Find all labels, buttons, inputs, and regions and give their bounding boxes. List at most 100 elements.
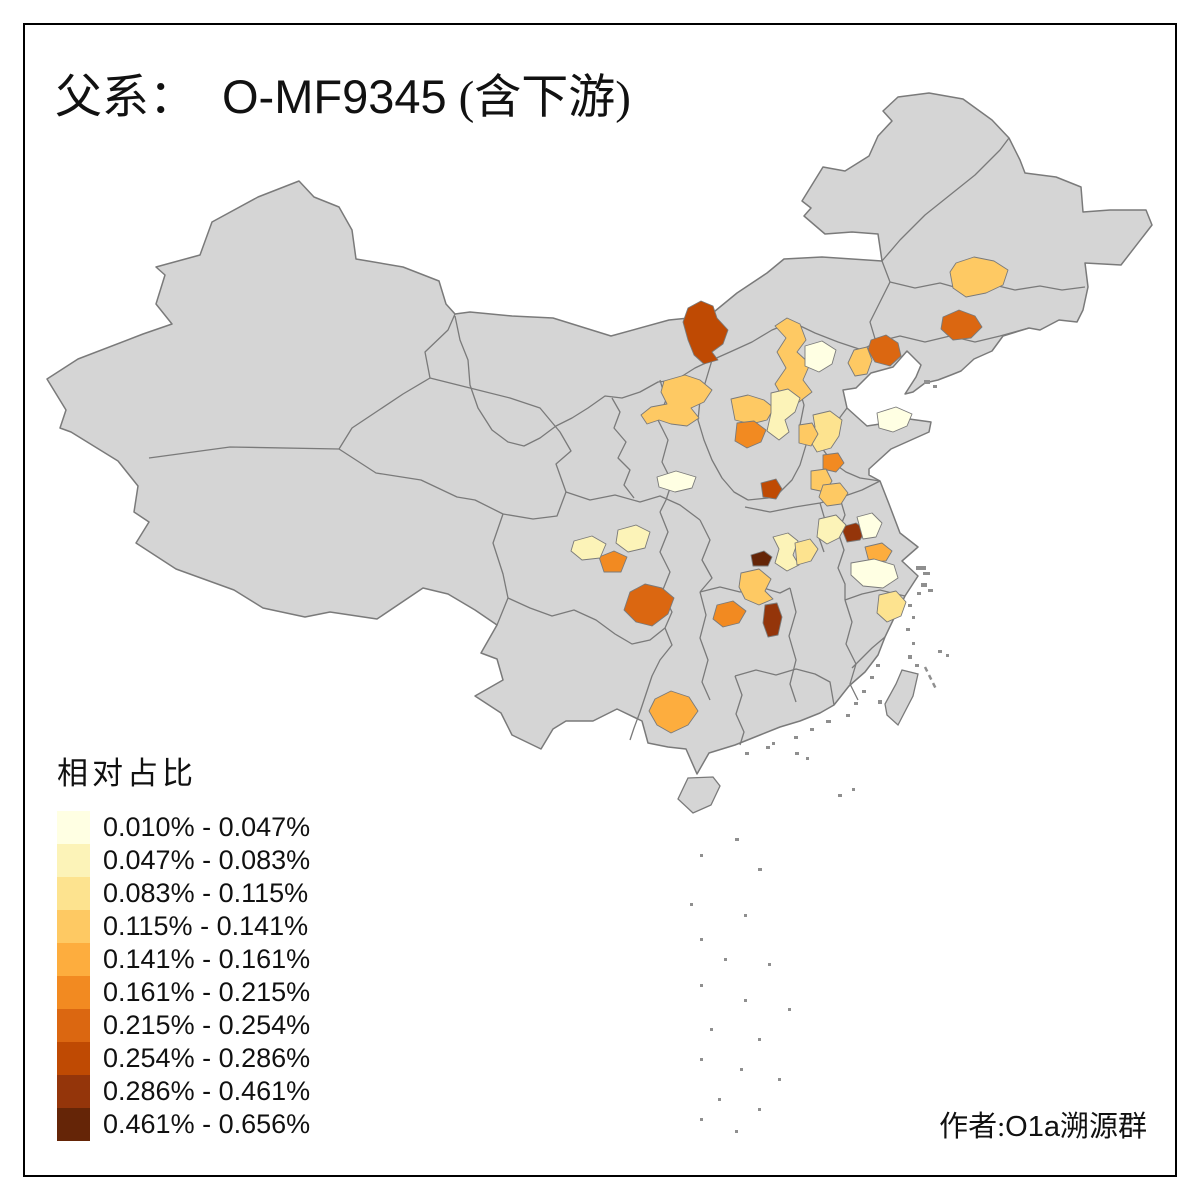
province-border-line [629,627,673,741]
islet-speck [923,572,930,575]
islet-speck [908,604,912,607]
attribution: 作者:O1a溯源群 [939,1103,1147,1145]
legend-range-label: 0.141% - 0.161% [103,944,311,974]
islet-speck [745,752,749,755]
legend-swatch [57,1042,90,1075]
legend-range-label: 0.215% - 0.254% [103,1010,311,1040]
islet-speck [772,742,775,745]
legend-row: 0.254% - 0.286% [57,1042,310,1075]
legend-row: 0.115% - 0.141% [57,910,310,943]
region-zhejiang-jinhua [876,590,907,623]
legend-row: 0.286% - 0.461% [57,1075,310,1108]
islet-speck [758,868,762,871]
region-anhui-chuzhou [816,514,847,545]
islet-speck [928,589,933,592]
islet-speck [916,566,926,570]
legend-swatch [57,1075,90,1108]
region-guizhou-zunyi [623,583,675,627]
attribution-group-cn: 溯源群 [1059,1111,1147,1143]
legend-row: 0.215% - 0.254% [57,1009,310,1042]
legend-range-label: 0.115% - 0.141% [103,911,309,941]
province-border-line [699,519,713,593]
legend-swatch [57,844,90,877]
islet-speck [906,628,910,631]
legend-swatch [57,1009,90,1042]
legend-rows: 0.010% - 0.047% 0.047% - 0.083% 0.083% - 0… [57,811,310,1141]
islet-speck [862,690,866,693]
islet-speck [908,655,912,659]
province-border-line [611,397,635,499]
legend-range-label: 0.010% - 0.047% [103,812,311,842]
islet-speck [838,794,842,797]
region-zhejiang-huzhou-hangzhou [850,558,899,589]
province-border-line [734,668,835,706]
province-border-line [734,675,745,746]
province-border-line [699,591,711,701]
islet-speck [690,903,693,906]
islet-speck [744,999,747,1002]
region-shandong-weifang [876,406,913,433]
islet-speck [938,650,942,653]
region-liaoning-fushun [940,309,983,341]
islet-speck [740,1068,743,1071]
map-title: 父系： O-MF9345 (含下游) [55,58,631,127]
legend-swatch [57,811,90,844]
islet-speck [700,984,703,987]
region-hebei-baoding [766,388,801,441]
sea-boundary-dash [923,666,939,692]
islet-speck [758,1108,761,1111]
region-gansu-pingliang [656,470,697,493]
attribution-prefix: 作者: [939,1111,1006,1143]
province-border-line [502,491,567,520]
legend-row: 0.047% - 0.083% [57,844,310,877]
province-border-line [507,597,666,645]
region-hunan-changde [712,600,747,628]
choropleth-regions-layer [570,256,1009,734]
region-jiangsu-xuzhou [818,482,849,507]
province-border-line [565,491,701,521]
legend-swatch [57,910,90,943]
legend-swatch [57,877,90,910]
islet-speck [924,380,930,384]
region-jilin-changchun [949,256,1009,298]
islet-speck [700,854,703,857]
title-prefix: 父系： [55,72,196,124]
province-border-line [851,636,886,669]
islet-speck [846,714,850,717]
islet-speck [710,1028,713,1031]
legend-swatch [57,943,90,976]
islet-speck [700,1118,703,1121]
islet-speck [794,736,798,739]
islet-speck [921,583,927,587]
region-sichuan-west [570,535,607,561]
islet-speck [795,752,799,755]
province-border-line [657,379,673,513]
legend-row: 0.083% - 0.115% [57,877,310,910]
attribution-group-latin: O1a [1005,1111,1060,1143]
legend-row: 0.161% - 0.215% [57,976,310,1009]
legend-row: 0.010% - 0.047% [57,811,310,844]
china-mainland-outline [46,92,1153,775]
islet-speck [878,700,882,704]
region-shandong-west [822,452,845,473]
region-inner-mongolia-baotou [682,300,729,365]
legend-row: 0.461% - 0.656% [57,1108,310,1141]
islet-speck [768,963,771,966]
title-suffix: (含下游) [458,72,631,124]
islet-speck [915,664,919,667]
region-guangxi-baise [648,690,699,734]
islet-speck [806,757,809,760]
region-beijing [804,340,837,373]
islet-speck [912,642,915,645]
region-sichuan-mianyang [615,524,651,553]
region-jiangxi-jiujiang [762,602,783,638]
islet-speck [735,1130,738,1133]
legend-range-label: 0.083% - 0.115% [103,878,309,908]
province-border-line [148,313,456,459]
title-haplogroup: O-MF9345 [222,70,447,123]
islet-speck [933,385,937,388]
islet-speck [766,746,770,749]
islet-speck [917,592,921,595]
islet-speck [826,720,831,723]
